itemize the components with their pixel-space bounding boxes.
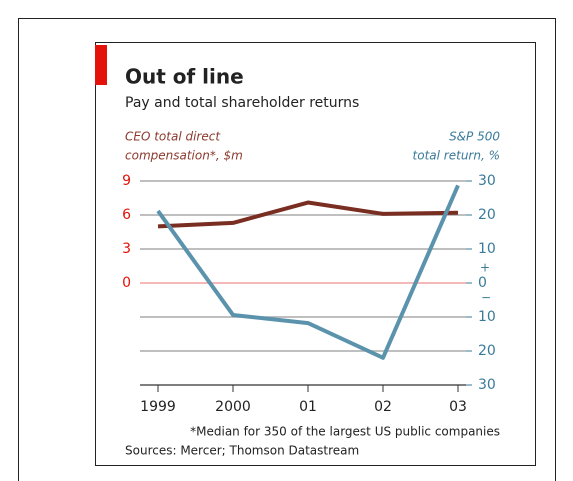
source: Sources: Mercer; Thomson Datastream [125,444,359,458]
y2-axis-label: total return, % [413,149,500,163]
red-tag [95,45,107,85]
outer-frame [18,18,556,481]
footnote: *Median for 350 of the largest US public… [190,425,500,439]
y2-axis-label: S&P 500 [449,130,500,144]
x-tick-label: 01 [299,399,317,415]
series-line [156,184,460,360]
y2-tick-label: 30 [478,173,496,189]
y-axis-label: compensation*, $m [125,149,243,163]
y-tick-label: 3 [122,241,131,257]
y2-tick-label: 20 [478,207,496,223]
y2-tick-label: 30 [478,377,496,393]
y2-sign: − [481,291,491,305]
chart-frame [95,42,536,466]
y2-tick-label: 10 [478,241,496,257]
x-tick-label: 1999 [140,399,176,415]
x-tick-label: 03 [449,399,467,415]
y2-tick-label: 20 [478,343,496,359]
y-tick-label: 6 [122,207,131,223]
series-line [157,200,459,229]
y2-tick-label: 0 [478,275,487,291]
y2-sign: + [480,261,490,275]
y2-tick-label: 10 [478,309,496,325]
y-tick-label: 0 [122,275,131,291]
x-tick-label: 02 [374,399,392,415]
y-tick-label: 9 [122,173,131,189]
chart-title: Out of line [125,65,244,89]
y-axis-label: CEO total direct [125,130,221,144]
chart-subtitle: Pay and total shareholder returns [125,95,359,111]
x-tick-label: 2000 [215,399,251,415]
